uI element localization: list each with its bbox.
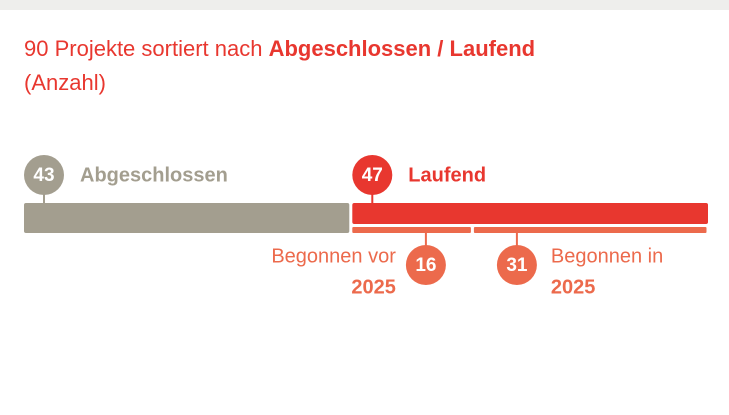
value-label: 47 — [362, 165, 383, 186]
value-label: 31 — [506, 255, 528, 276]
legend-label: Abgeschlossen — [80, 164, 228, 186]
bar-segment — [24, 203, 350, 233]
sub-label: Begonnen vor — [271, 245, 396, 267]
value-badge — [24, 155, 64, 195]
sub-label: Begonnen in — [551, 245, 663, 267]
sub-bar-segment — [473, 227, 707, 233]
value-badge — [352, 155, 393, 195]
sub-label: 2025 — [551, 276, 596, 298]
value-badge — [496, 245, 537, 285]
sub-label: 2025 — [351, 276, 396, 298]
title-bold: Abgeschlossen / Laufend — [269, 36, 536, 61]
sub-bar-segment — [352, 227, 471, 233]
chart-title: 90 Projekte sortiert nach Abgeschlossen … — [24, 36, 535, 61]
bar-segment — [352, 203, 708, 224]
chart-subtitle: (Anzahl) — [24, 70, 106, 95]
value-label: 43 — [33, 165, 54, 186]
title-lead: 90 Projekte sortiert nach — [24, 36, 269, 61]
value-label: 16 — [415, 255, 436, 276]
top-strip — [0, 0, 729, 10]
legend-label: Laufend — [408, 164, 486, 186]
value-badge — [405, 245, 446, 285]
